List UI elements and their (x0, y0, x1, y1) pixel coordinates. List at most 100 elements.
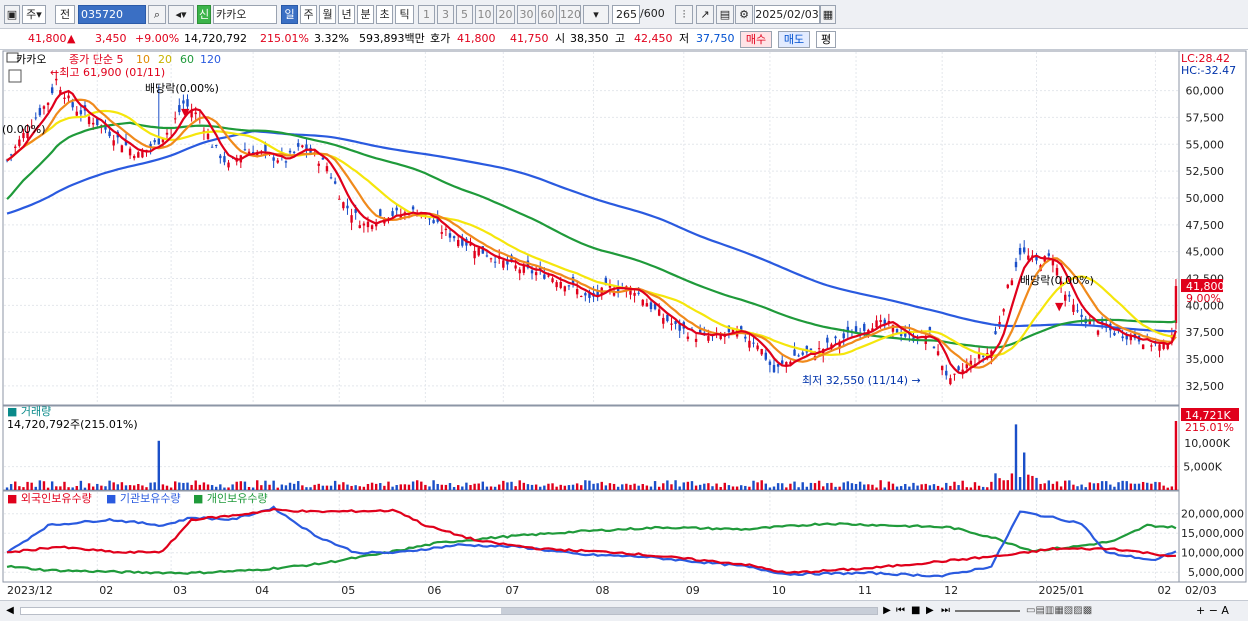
volume-bar (891, 483, 895, 490)
eval-button[interactable]: 평 (816, 31, 836, 48)
candle-body (940, 365, 944, 371)
last-page-icon[interactable]: ⏭ (941, 605, 950, 616)
volume-bar (1100, 481, 1104, 490)
candle-body (1014, 261, 1018, 268)
volume-bar (772, 486, 776, 490)
tab-year[interactable]: 년 (338, 5, 355, 24)
tab-week[interactable]: 주 (300, 5, 317, 24)
volume-bar (1174, 420, 1178, 490)
volume-bar (1158, 482, 1161, 490)
candle-body (817, 348, 821, 350)
volume-bar (493, 486, 497, 490)
volume-bar (924, 483, 927, 490)
candle-body (887, 321, 891, 323)
buy-button[interactable]: 매수 (740, 31, 772, 48)
tab-month[interactable]: 월 (319, 5, 336, 24)
zoom-slider[interactable] (955, 610, 1020, 612)
candle-body (764, 352, 768, 360)
volume-bar (63, 481, 66, 490)
interval-5[interactable]: 5 (456, 5, 473, 24)
gear-icon[interactable]: ⚙ (735, 5, 753, 24)
candle-body (842, 333, 845, 339)
tab-minute[interactable]: 분 (357, 5, 374, 24)
candle-body (539, 266, 542, 271)
candle-body (1088, 319, 1092, 325)
candle-body (879, 320, 882, 323)
sound-icon[interactable]: ◂▾ (168, 5, 194, 24)
volume-bar (756, 482, 759, 490)
max-price-label: ←최고 61,900 (01/11) (50, 66, 165, 79)
volume-bar (961, 480, 964, 490)
candle-body (227, 162, 230, 168)
candle-body (1072, 304, 1075, 312)
play-icon[interactable]: ▶ (926, 605, 934, 616)
candle-body (366, 221, 370, 228)
candle-icon[interactable]: ⫶ (675, 5, 693, 24)
volume-bar (444, 484, 448, 490)
toolbar: ▣ 주▾ 전 035720 ⌕ ◂▾ 신 카카오 일 주 월 년 분 초 틱 1… (0, 0, 1248, 29)
interval-30[interactable]: 30 (517, 5, 536, 24)
candle-body (120, 145, 124, 153)
count-input[interactable]: 265 (612, 5, 640, 24)
candle-body (301, 145, 304, 148)
stop-icon[interactable]: ■ (911, 605, 921, 616)
interval-3[interactable]: 3 (437, 5, 454, 24)
scroll-track[interactable] (20, 607, 878, 615)
stock-name[interactable]: 카카오 (213, 5, 277, 24)
volume-bar (797, 487, 800, 490)
tab-day[interactable]: 일 (281, 5, 298, 24)
zoom-controls[interactable]: + − A (1196, 604, 1229, 617)
interval-20[interactable]: 20 (496, 5, 515, 24)
tab-second[interactable]: 초 (376, 5, 393, 24)
scroll-right-icon[interactable]: ▶ (883, 605, 891, 616)
search-icon[interactable]: ⌕ (148, 5, 166, 24)
holdings-line-individual (6, 522, 1177, 575)
x-tick-label: 10 (772, 584, 786, 597)
volume-bar (592, 483, 595, 490)
window-icon[interactable]: ▣ (4, 5, 20, 24)
legend-item: 120 (200, 53, 221, 66)
code-input[interactable]: 035720 (78, 5, 146, 24)
scroll-thumb[interactable] (501, 608, 877, 614)
turnover: 3.32% (314, 32, 349, 45)
volume-bar (674, 480, 677, 490)
tab-tick[interactable]: 틱 (395, 5, 414, 24)
candle-body (1162, 343, 1165, 349)
volume-bar (194, 480, 197, 490)
candle-body (346, 205, 349, 209)
volume-bar (744, 485, 747, 490)
volume-bar (936, 485, 940, 490)
volume-bar (883, 487, 886, 490)
sell-button[interactable]: 매도 (778, 31, 810, 48)
interval-60[interactable]: 60 (538, 5, 557, 24)
draw-icon[interactable]: ↗ (696, 5, 714, 24)
interval-dropdown[interactable]: ▾ (583, 5, 609, 24)
prev-button[interactable]: 전 (55, 5, 75, 24)
save-icon[interactable]: ▤ (716, 5, 734, 24)
calendar-icon[interactable]: ▦ (820, 5, 836, 24)
volume-bar (502, 480, 505, 490)
interval-1[interactable]: 1 (418, 5, 435, 24)
volume-bar (1146, 482, 1149, 490)
x-tick-label: 02 (1157, 584, 1171, 597)
candle-body (272, 157, 275, 161)
scroll-left-icon[interactable]: ◀ (6, 605, 14, 616)
change-pct: +9.00% (135, 32, 180, 45)
quote-bar: 41,800 ▲ 3,450 +9.00% 14,720,792 215.01%… (0, 29, 1248, 50)
volume-bar (1072, 484, 1075, 490)
volume-bar (411, 481, 415, 490)
candle-body (75, 111, 78, 116)
view-icons[interactable]: ▭▤▥▦▧▨▩ (1026, 605, 1093, 616)
interval-120[interactable]: 120 (559, 5, 581, 24)
candle-body (436, 217, 439, 222)
volume-bar (465, 482, 468, 490)
volume-bar (313, 484, 316, 490)
volume-bar (731, 486, 735, 490)
interval-10[interactable]: 10 (475, 5, 494, 24)
date-input[interactable]: 2025/02/03 (754, 5, 820, 24)
period-select[interactable]: 주▾ (22, 5, 46, 24)
first-page-icon[interactable]: ⏮ (896, 605, 905, 616)
price-tick-label: 47,500 (1186, 219, 1225, 232)
volume-bar (600, 481, 603, 490)
candle-body (1022, 247, 1026, 253)
